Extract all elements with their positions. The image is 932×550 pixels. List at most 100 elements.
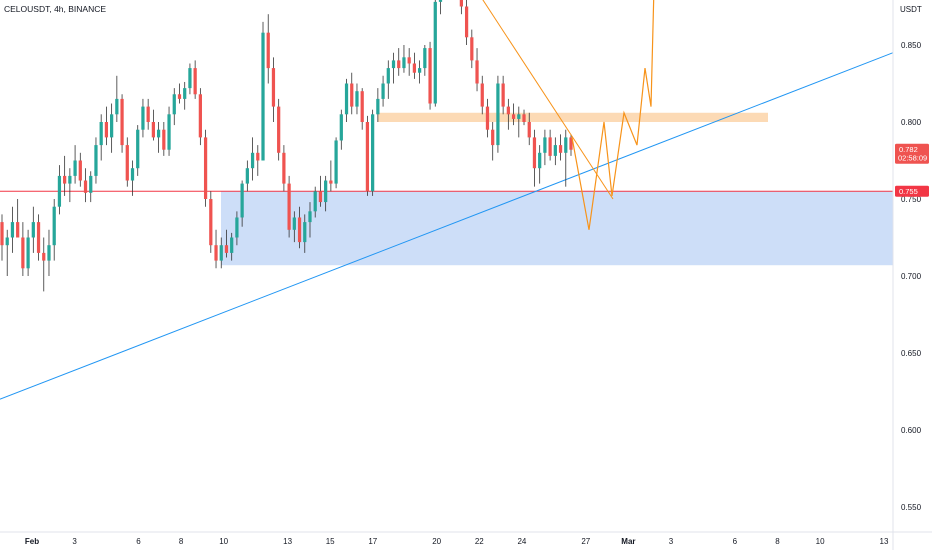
candle-body xyxy=(433,1,437,104)
candle-body xyxy=(104,122,109,138)
candle-body xyxy=(464,6,469,38)
candle-body xyxy=(371,114,375,192)
candle-body xyxy=(344,83,349,115)
candle-body xyxy=(303,222,307,243)
candle-body xyxy=(89,175,93,193)
candle-body xyxy=(277,106,281,153)
price-tick-label: 0.800 xyxy=(901,118,922,127)
candle-body xyxy=(558,145,563,153)
candle-body xyxy=(501,83,505,107)
candle-body xyxy=(318,191,323,203)
candle-body xyxy=(292,217,296,230)
candle-body xyxy=(564,137,568,153)
candle-body xyxy=(543,137,547,153)
time-tick-label: 10 xyxy=(219,537,228,546)
price-tag-level-value: 0.755 xyxy=(899,187,918,196)
time-tick-label: 22 xyxy=(475,537,484,546)
candle-body xyxy=(52,206,56,246)
price-tick-label: 0.550 xyxy=(901,503,922,512)
support-zone xyxy=(221,191,893,266)
candle-body xyxy=(110,114,114,138)
candle-body xyxy=(209,199,213,246)
candle-body xyxy=(10,222,15,238)
candle-body xyxy=(381,83,385,99)
resistance-zone xyxy=(378,112,768,122)
candle-body xyxy=(130,168,135,181)
candle-body xyxy=(73,160,77,176)
price-tag-last-value: 0.782 xyxy=(899,145,918,154)
candle-body xyxy=(230,237,234,253)
time-tick-label: 8 xyxy=(775,537,780,546)
candle-body xyxy=(156,129,161,138)
candle-body xyxy=(261,32,265,161)
price-axis: USDT1.1501.1001.0501.0000.9500.9000.8500… xyxy=(892,0,922,550)
price-tick-label: 0.750 xyxy=(901,195,922,204)
time-tick-label: 3 xyxy=(72,537,77,546)
candle-body xyxy=(376,98,380,115)
chart-title: CELOUSDT, 4h, BINANCE xyxy=(4,4,107,14)
candle-body xyxy=(569,137,573,150)
candle-body xyxy=(63,175,67,184)
candle-body xyxy=(42,252,46,261)
time-tick-label: Feb xyxy=(25,537,39,546)
candle-body xyxy=(412,63,417,73)
candle-body xyxy=(193,68,197,95)
candle-body xyxy=(151,122,156,138)
candle-body xyxy=(224,245,229,253)
price-tag-last xyxy=(895,143,929,164)
candle-body xyxy=(308,211,312,223)
candle-body xyxy=(177,94,182,99)
candle-body xyxy=(355,91,359,107)
chart-plot: Daily xyxy=(0,0,894,400)
candle-body xyxy=(527,122,531,138)
candle-body xyxy=(428,48,432,104)
candle-body xyxy=(146,106,150,122)
candle-body xyxy=(339,114,343,141)
candle-body xyxy=(240,183,244,218)
candle-body xyxy=(78,160,82,181)
candle-body xyxy=(136,129,140,169)
candle-body xyxy=(522,114,526,122)
candle-body xyxy=(256,152,260,161)
time-tick-label: 17 xyxy=(368,537,377,546)
price-tag-last-countdown: 02:58:09 xyxy=(898,154,927,163)
time-tick-label: 20 xyxy=(432,537,441,546)
candle-body xyxy=(407,57,411,64)
candle-body xyxy=(517,114,521,119)
time-axis: Feb 3 6 8 10 13 15 17 20 22 24 27 Mar 3 6 8 10 13 xyxy=(0,531,932,546)
candle-body xyxy=(423,48,427,69)
time-tick-label: 15 xyxy=(326,537,335,546)
candle-body xyxy=(506,106,510,115)
price-tag-level xyxy=(895,185,929,197)
price-tick-label: 0.650 xyxy=(901,349,922,358)
candle-body xyxy=(459,0,463,7)
candle-body xyxy=(5,237,9,246)
candle-body xyxy=(553,145,557,156)
candle-body xyxy=(21,237,25,269)
candle-body xyxy=(271,68,276,107)
candle-body xyxy=(250,152,255,169)
time-tick-label: 6 xyxy=(136,537,141,546)
candle-body xyxy=(36,222,41,253)
ascending-trendline xyxy=(0,52,894,400)
time-tick-label: 24 xyxy=(517,537,526,546)
candle-body xyxy=(99,122,103,146)
candle-body xyxy=(324,180,328,203)
candle-body xyxy=(334,140,338,184)
candle-body xyxy=(183,88,187,99)
candle-body xyxy=(214,245,218,261)
time-tick-label: Mar xyxy=(621,537,635,546)
candle-body xyxy=(475,60,479,84)
candle-body xyxy=(491,129,495,146)
price-tick-label: 0.700 xyxy=(901,272,922,281)
time-tick-label: 27 xyxy=(581,537,590,546)
candle-body xyxy=(219,245,223,261)
candle-body xyxy=(266,32,270,69)
candle-body xyxy=(360,91,364,122)
candle-body xyxy=(31,222,35,238)
candle-body xyxy=(386,68,390,84)
candle-body xyxy=(470,37,474,61)
candle-body xyxy=(538,152,542,169)
